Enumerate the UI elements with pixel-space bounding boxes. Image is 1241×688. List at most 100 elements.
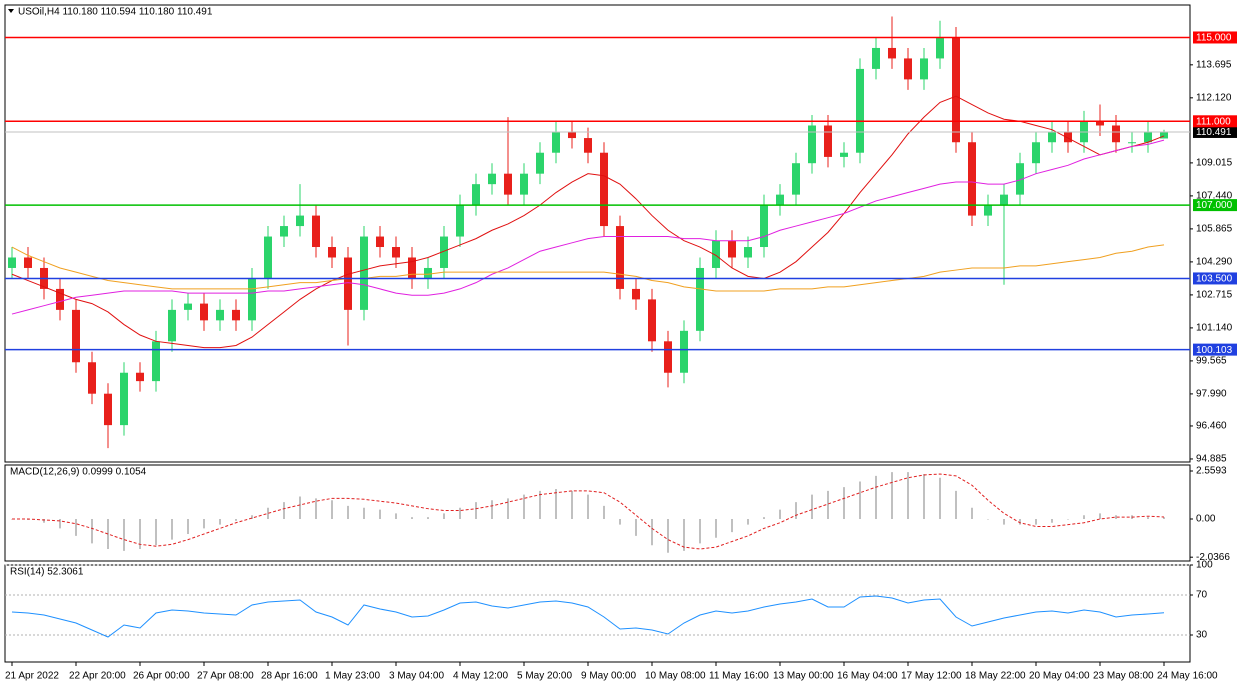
- candle-body: [248, 278, 256, 321]
- y-tick-label: 2.5593: [1196, 466, 1227, 477]
- level-box: [1193, 272, 1237, 285]
- macd-bar: [219, 519, 221, 525]
- line-series: [11, 95, 1165, 349]
- macd-bar: [1099, 513, 1101, 519]
- candle-body: [632, 288, 640, 300]
- y-tick-label: 113.695: [1196, 59, 1232, 70]
- x-tick-label: 17 May 12:00: [901, 671, 962, 682]
- candle-body: [280, 226, 288, 237]
- macd-bar: [155, 519, 157, 546]
- macd-bar: [859, 481, 861, 519]
- macd-bar: [827, 490, 829, 519]
- macd-bar: [1083, 515, 1085, 519]
- y-tick-label: 105.865: [1196, 224, 1233, 235]
- candle-body: [728, 240, 736, 258]
- candle-body: [680, 330, 688, 373]
- candle-body: [584, 138, 592, 153]
- macd-bar: [1019, 519, 1021, 525]
- x-tick-label: 9 May 00:00: [581, 671, 636, 682]
- panel-frame: [4, 4, 1191, 463]
- x-tick-label: 21 Apr 2022: [5, 671, 59, 682]
- candle-body: [408, 257, 416, 279]
- macd-bar: [651, 519, 653, 546]
- level-label: 100.103: [1196, 345, 1233, 356]
- macd-bar: [475, 502, 477, 519]
- panel-title: RSI(14) 52.3061: [10, 567, 84, 578]
- candle-body: [1096, 121, 1104, 126]
- macd-bar: [203, 519, 205, 529]
- candle-body: [936, 37, 944, 59]
- macd-bar: [379, 509, 381, 519]
- candle-body: [744, 247, 752, 258]
- candle-body: [696, 267, 704, 331]
- y-tick-label: 100: [1196, 560, 1213, 571]
- x-tick-label: 1 May 23:00: [325, 671, 380, 682]
- macd-bar: [635, 519, 637, 536]
- x-tick-label: 22 Apr 20:00: [69, 671, 126, 682]
- candle-body: [952, 37, 960, 143]
- y-tick-label: 112.120: [1196, 92, 1232, 103]
- macd-bar: [987, 519, 989, 520]
- x-tick-label: 16 May 04:00: [837, 671, 898, 682]
- x-tick-label: 20 May 04:00: [1029, 671, 1090, 682]
- candle-body: [616, 226, 624, 289]
- macd-bar: [523, 494, 525, 519]
- candle-body: [520, 173, 528, 195]
- macd-bar: [811, 494, 813, 519]
- line-series: [11, 139, 1165, 315]
- y-tick-label: 99.565: [1196, 356, 1227, 367]
- candle-body: [136, 372, 144, 382]
- candle-body: [344, 257, 352, 310]
- x-tick-label: 18 May 22:00: [965, 671, 1026, 682]
- candle-body: [872, 47, 880, 69]
- candle-body: [840, 152, 848, 157]
- macd-bar: [891, 472, 893, 519]
- y-tick-label: 30: [1196, 630, 1208, 641]
- level-label: 103.500: [1196, 274, 1233, 285]
- candle-body: [888, 47, 896, 59]
- candle-body: [968, 142, 976, 216]
- macd-bar: [539, 490, 541, 519]
- y-tick-label: 70: [1196, 590, 1208, 601]
- macd-bar: [779, 509, 781, 519]
- x-tick-label: 3 May 04:00: [389, 671, 444, 682]
- x-tick-label: 11 May 16:00: [709, 671, 769, 682]
- macd-bar: [683, 519, 685, 551]
- candle-body: [360, 236, 368, 310]
- macd-bar: [75, 519, 77, 536]
- macd-bar: [875, 475, 877, 519]
- macd-bar: [43, 519, 45, 523]
- y-tick-label: 0.00: [1196, 514, 1216, 525]
- candle-body: [1000, 194, 1008, 206]
- macd-bar: [283, 502, 285, 519]
- macd-bar: [587, 494, 589, 519]
- level-label: 115.000: [1196, 33, 1232, 44]
- candle-body: [328, 247, 336, 258]
- candle-body: [1160, 131, 1168, 139]
- candle-body: [552, 131, 560, 153]
- candle-body: [8, 257, 16, 268]
- macd-bar: [795, 502, 797, 519]
- line-series: [12, 473, 1165, 550]
- y-tick-label: 94.885: [1196, 454, 1227, 465]
- macd-bar: [267, 507, 269, 519]
- macd-bar: [1067, 519, 1069, 520]
- candle-body: [568, 131, 576, 139]
- macd-bar: [939, 477, 941, 519]
- candle-body: [808, 125, 816, 164]
- candle-body: [984, 205, 992, 216]
- candle-body: [200, 303, 208, 321]
- x-tick-label: 10 May 08:00: [645, 671, 706, 682]
- macd-bar: [699, 519, 701, 544]
- candle-body: [1016, 163, 1024, 195]
- candle-body: [312, 215, 320, 248]
- macd-bar: [315, 498, 317, 519]
- macd-bar: [299, 496, 301, 519]
- candle-body: [760, 205, 768, 248]
- macd-bar: [459, 507, 461, 519]
- line-series: [11, 595, 1165, 638]
- candle-body: [232, 309, 240, 321]
- macd-bar: [1115, 515, 1117, 519]
